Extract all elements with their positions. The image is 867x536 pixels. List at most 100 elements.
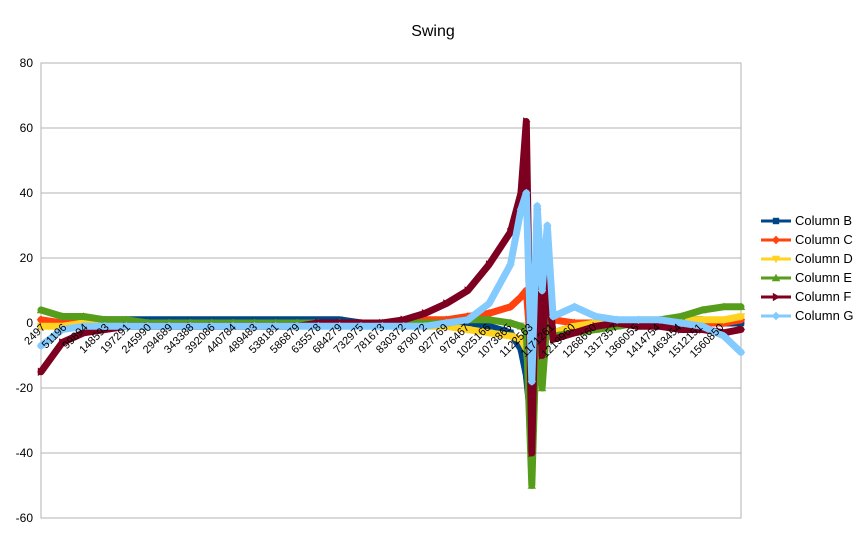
y-tick-label: 20: [20, 251, 34, 265]
data-point: [36, 315, 46, 324]
legend-label: Column F: [795, 289, 851, 304]
data-point: [463, 326, 472, 334]
y-tick-label: -60: [16, 511, 34, 525]
legend-label: Column C: [795, 232, 853, 247]
data-point: [250, 322, 259, 331]
data-point: [59, 338, 67, 347]
series-layer: [36, 117, 746, 489]
data-point: [516, 205, 526, 214]
data-point: [271, 322, 280, 331]
data-point: [719, 302, 729, 310]
data-point: [570, 323, 579, 331]
data-point: [533, 201, 542, 211]
y-tick-label: -40: [16, 446, 34, 460]
y-tick-label: -20: [16, 381, 34, 395]
data-point: [538, 351, 547, 360]
y-tick-label: 40: [20, 186, 34, 200]
legend-item: Column G: [761, 308, 854, 323]
gridlines: [40, 62, 742, 519]
legend-label: Column D: [795, 251, 853, 266]
data-point: [677, 325, 686, 334]
data-point: [527, 377, 536, 386]
data-point: [484, 309, 494, 318]
data-point: [517, 188, 526, 198]
data-point: [36, 305, 46, 314]
data-point: [719, 331, 729, 341]
legend: Column B Column C Column D Column E Column F…: [761, 213, 854, 323]
data-point: [100, 322, 110, 331]
data-point: [719, 316, 729, 324]
data-point: [592, 322, 601, 331]
data-point: [523, 117, 531, 126]
data-point: [36, 341, 46, 350]
data-point: [143, 322, 152, 331]
legend-label: Column G: [795, 308, 854, 323]
data-point: [37, 367, 46, 376]
data-point: [122, 315, 131, 323]
data-point: [516, 292, 526, 302]
legend-marker: [771, 311, 781, 321]
data-point: [506, 260, 515, 269]
series-line: [37, 118, 745, 457]
data-point: [378, 322, 387, 331]
data-point: [527, 481, 536, 489]
data-point: [506, 318, 515, 327]
data-point: [698, 322, 707, 331]
legend-marker: [771, 235, 781, 245]
data-point: [80, 328, 88, 337]
data-point: [464, 286, 472, 295]
data-point: [442, 318, 451, 328]
y-tick-label: 80: [20, 56, 34, 70]
data-point: [228, 322, 238, 331]
data-point: [100, 315, 110, 323]
data-point: [400, 315, 408, 324]
data-point: [736, 302, 746, 310]
data-point: [484, 299, 494, 308]
series-6: [36, 188, 746, 386]
plot-area: [40, 62, 742, 519]
data-point: [443, 299, 451, 308]
data-point: [612, 315, 622, 324]
data-point: [292, 322, 302, 331]
data-point: [79, 312, 88, 320]
data-point: [537, 383, 547, 392]
data-point: [676, 312, 686, 320]
data-point: [58, 312, 67, 320]
data-point: [736, 348, 746, 357]
data-point: [676, 318, 686, 328]
y-tick-label: 0: [26, 316, 33, 330]
data-point: [737, 325, 746, 334]
legend-item: Column C: [761, 232, 853, 247]
legend-item: Column F: [761, 289, 851, 304]
data-point: [507, 227, 515, 237]
data-point: [79, 322, 88, 331]
data-point: [356, 322, 366, 331]
legend-marker: [772, 292, 781, 302]
legend-marker: [771, 273, 781, 282]
data-point: [591, 312, 601, 321]
data-point: [543, 221, 552, 230]
y-axis-ticks: -60 -40 -20 0 20 40 60 80: [16, 56, 34, 525]
data-point: [634, 315, 643, 324]
legend-item: Column B: [761, 213, 852, 228]
series-1: [37, 280, 745, 431]
data-point: [485, 323, 493, 330]
data-point: [164, 322, 174, 331]
data-point: [571, 328, 579, 337]
data-point: [537, 286, 547, 295]
data-point: [420, 322, 430, 331]
y-tick-label: 60: [20, 121, 34, 135]
legend-marker: [771, 255, 781, 264]
legend-label: Column B: [795, 213, 852, 228]
data-point: [549, 335, 558, 344]
data-point: [58, 325, 67, 334]
data-point: [570, 302, 579, 311]
data-point: [635, 322, 643, 331]
legend-item: Column E: [761, 270, 852, 285]
data-point: [548, 312, 558, 321]
legend-item: Column D: [761, 251, 853, 266]
legend-marker: [772, 217, 780, 225]
data-point: [36, 323, 46, 331]
data-point: [655, 315, 665, 324]
